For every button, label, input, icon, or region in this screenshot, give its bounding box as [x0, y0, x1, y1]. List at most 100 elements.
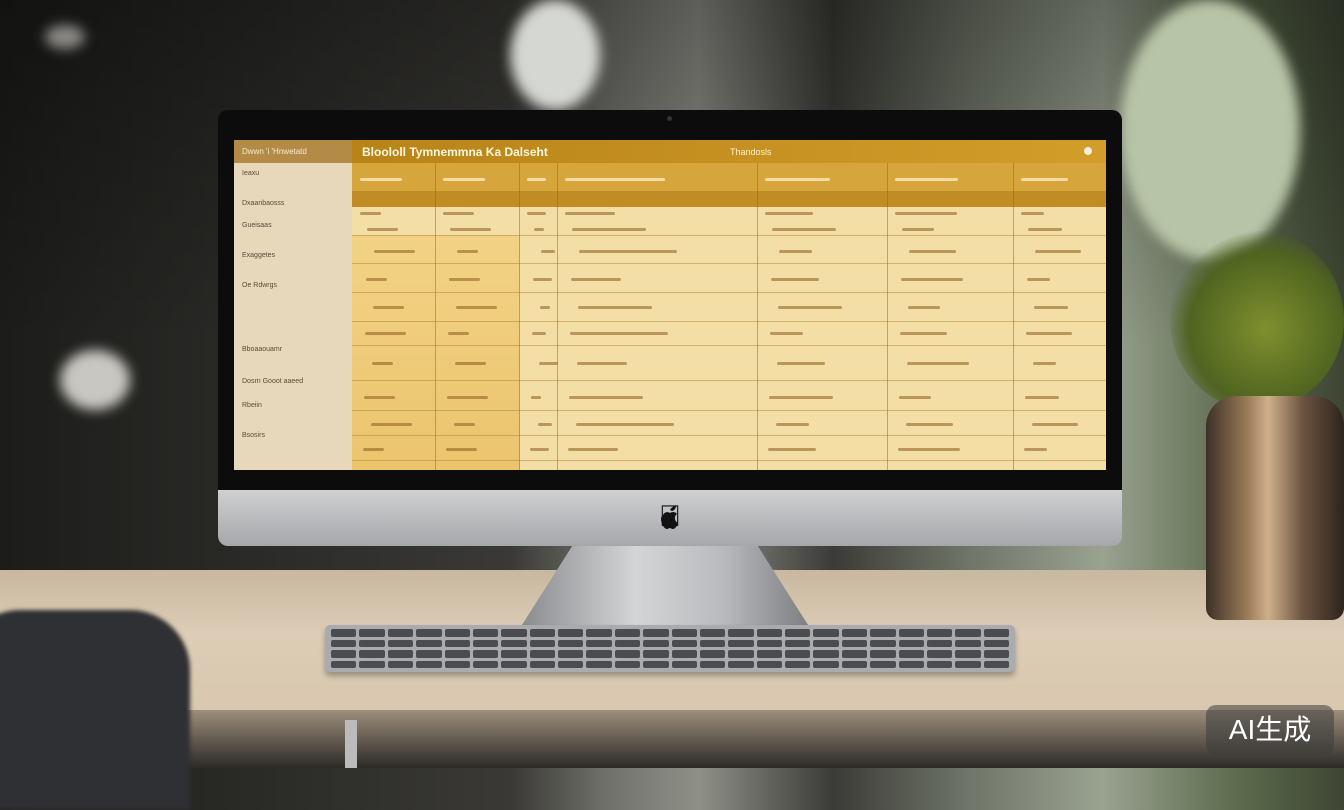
key — [898, 639, 924, 647]
column-divider — [519, 163, 520, 470]
key — [472, 629, 499, 637]
key — [614, 660, 641, 668]
table-cell — [572, 228, 646, 231]
key — [558, 629, 584, 637]
table-cell — [772, 228, 836, 231]
table-cell — [907, 362, 969, 365]
key — [870, 639, 896, 647]
key — [558, 660, 584, 668]
sidebar-item[interactable]: Exaggetes — [242, 252, 276, 259]
sidebar-item[interactable]: Gueisaas — [242, 222, 272, 229]
key — [728, 639, 754, 647]
key — [501, 660, 527, 668]
key — [331, 639, 357, 647]
table-cell — [778, 306, 842, 309]
sidebar-item[interactable]: Bsosirs — [242, 432, 265, 439]
table-cell — [366, 278, 387, 281]
column-header-text — [765, 178, 830, 181]
column-header-text — [1021, 178, 1068, 181]
sidebar-item[interactable]: Rbeiin — [242, 402, 262, 409]
table-cell — [538, 423, 553, 426]
key — [813, 639, 839, 647]
key — [501, 629, 527, 637]
table-cell — [577, 362, 627, 365]
window-light — [510, 0, 600, 110]
camera-icon — [667, 116, 672, 121]
table-cell — [770, 332, 803, 335]
column-header-text — [895, 178, 958, 181]
key — [472, 660, 499, 668]
monitor-stand — [520, 546, 810, 628]
key — [501, 639, 527, 647]
column-divider — [757, 163, 758, 470]
table-cell — [531, 396, 541, 399]
sidebar-item[interactable]: Dosrn Gooot aaeed — [242, 378, 304, 385]
table-cell — [1021, 212, 1045, 215]
table-cell — [769, 396, 833, 399]
table-cell — [372, 362, 393, 365]
row-divider — [352, 292, 1106, 293]
table-cell — [576, 423, 674, 426]
table-cell — [765, 212, 814, 215]
table-cell — [449, 278, 481, 281]
key — [444, 650, 470, 658]
key — [416, 660, 442, 668]
table-cell — [569, 396, 643, 399]
key — [586, 629, 612, 637]
key — [756, 650, 782, 658]
table-cell — [1033, 362, 1057, 365]
table-cell — [448, 332, 469, 335]
key — [870, 629, 896, 637]
key — [472, 639, 499, 647]
table-cell — [360, 212, 381, 215]
table-cell — [578, 306, 652, 309]
table-cell — [533, 278, 552, 281]
key — [898, 629, 924, 637]
table-cell — [1025, 396, 1060, 399]
key — [699, 629, 726, 637]
key — [671, 660, 697, 668]
window-control-icon[interactable] — [1084, 147, 1092, 155]
key — [870, 660, 896, 668]
desk-leg — [345, 720, 357, 768]
key — [756, 639, 782, 647]
table-cell — [900, 332, 947, 335]
key — [813, 650, 839, 658]
key — [841, 660, 868, 668]
key — [359, 660, 385, 668]
key — [955, 629, 981, 637]
key — [416, 629, 442, 637]
sidebar-item[interactable]: Bboaaouamr — [242, 346, 283, 353]
row-divider — [352, 380, 1106, 381]
key — [331, 660, 357, 668]
key — [983, 650, 1009, 658]
key — [785, 629, 811, 637]
key — [444, 639, 470, 647]
table-cell — [909, 250, 956, 253]
key — [444, 629, 470, 637]
column-divider — [887, 163, 888, 470]
table-cell — [456, 306, 498, 309]
table-cell — [1028, 228, 1063, 231]
table-cell — [373, 306, 404, 309]
table-cell — [446, 448, 478, 451]
key — [643, 650, 669, 658]
key — [614, 650, 641, 658]
table-cell — [579, 250, 677, 253]
key — [671, 629, 697, 637]
key — [586, 660, 612, 668]
table-cell — [899, 396, 931, 399]
key — [699, 660, 726, 668]
row-divider — [352, 345, 1106, 346]
key — [671, 639, 697, 647]
key — [643, 639, 669, 647]
sidebar-item[interactable]: Ieaxu — [242, 170, 260, 177]
key — [785, 639, 811, 647]
sidebar-item[interactable]: Oe Rdwrgs — [242, 282, 278, 289]
vase — [1206, 396, 1344, 620]
header-label: Thandosls — [730, 147, 772, 157]
key — [387, 629, 414, 637]
highlighted-column — [352, 235, 520, 470]
key — [983, 639, 1009, 647]
sidebar-item[interactable]: Dxaanbaosss — [242, 200, 285, 207]
